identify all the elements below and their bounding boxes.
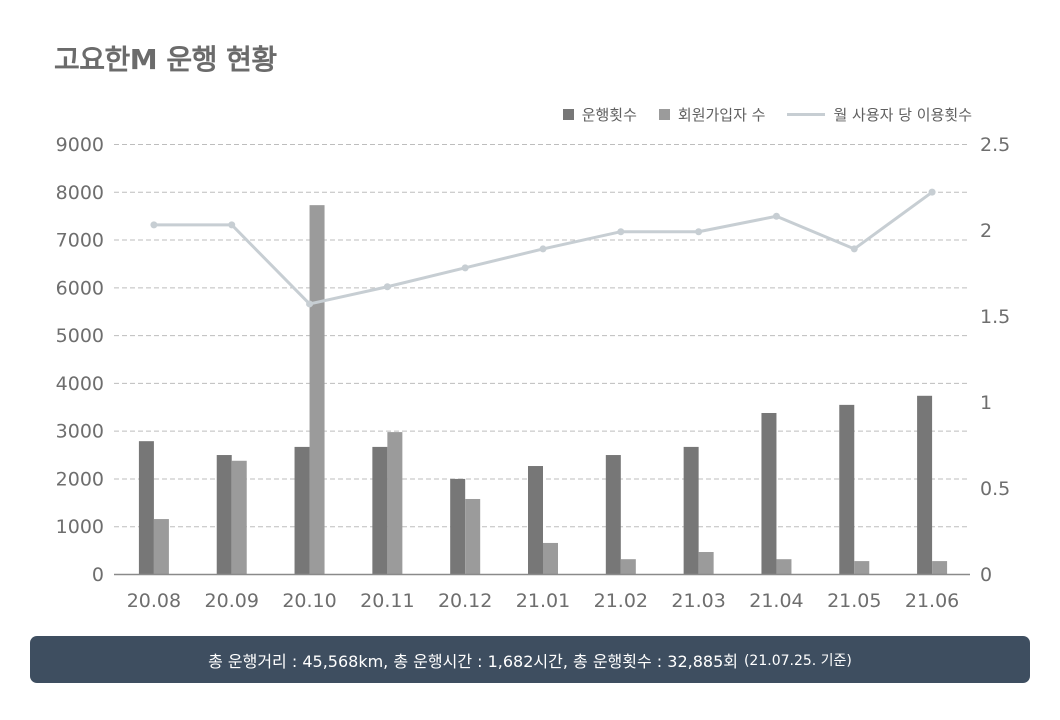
bar-signups	[153, 519, 169, 574]
y-left-tick-label: 7000	[56, 230, 104, 252]
line-series	[150, 188, 936, 308]
y-left-tick-label: 4000	[56, 373, 104, 395]
summary-date-note: (21.07.25. 기준)	[743, 652, 852, 669]
y-right-tick-label: 1.5	[980, 306, 1010, 328]
usage-point	[695, 228, 703, 236]
usage-point	[850, 245, 858, 253]
y-right-tick-label: 2	[980, 220, 992, 242]
x-tick-label: 21.03	[671, 590, 725, 612]
usage-point	[617, 228, 625, 236]
y-left-tick-label: 8000	[56, 182, 104, 204]
x-tick-label: 20.08	[127, 590, 181, 612]
x-axis-labels: 20.08 20.09 20.10 20.11 20.12 21.01 21.02 21.03…	[127, 590, 960, 612]
bar-trips	[372, 446, 388, 574]
bar-signups	[387, 432, 403, 574]
legend-line-usage	[787, 113, 826, 116]
bar-trips	[138, 441, 154, 574]
y-left-tick-label: 5000	[56, 325, 104, 347]
legend-item-signups: 회원가입자 수	[658, 104, 766, 125]
x-tick-label: 21.04	[749, 590, 803, 612]
y-axis-left: 0 1000 2000 3000 4000 5000 6000 7000 8000 9000	[56, 134, 104, 586]
usage-point	[461, 264, 469, 272]
bar-signups	[776, 559, 792, 574]
bar-signups	[854, 561, 870, 574]
y-right-tick-label: 0	[980, 564, 992, 586]
usage-point	[772, 212, 780, 220]
y-right-tick-label: 1	[980, 392, 992, 414]
y-left-tick-label: 1000	[56, 516, 104, 538]
legend-item-trips: 운행횟수	[562, 104, 637, 125]
summary-banner: 총 운행거리 : 45,568km, 총 운행시간 : 1,682시간, 총 운…	[30, 636, 1030, 683]
usage-point	[539, 245, 547, 253]
summary-text: 총 운행거리 : 45,568km, 총 운행시간 : 1,682시간, 총 운…	[208, 651, 738, 671]
legend-label-usage: 월 사용자 당 이용횟수	[833, 106, 972, 124]
usage-point	[928, 188, 936, 196]
bar-signups	[465, 498, 481, 574]
usage-point	[306, 300, 314, 308]
y-right-tick-label: 0.5	[980, 478, 1010, 500]
x-tick-label: 20.10	[282, 590, 336, 612]
y-left-tick-label: 9000	[56, 134, 104, 156]
bar-signups	[932, 561, 948, 574]
legend-label-trips: 운행횟수	[581, 106, 637, 124]
legend-swatch-signups	[658, 109, 670, 120]
bar-signups	[231, 460, 247, 574]
bar-trips	[917, 395, 933, 574]
x-tick-label: 20.12	[438, 590, 492, 612]
y-left-tick-label: 2000	[56, 468, 104, 490]
legend: 운행횟수 회원가입자 수 월 사용자 당 이용횟수	[562, 104, 972, 125]
usage-point	[150, 221, 158, 229]
bar-trips	[294, 446, 310, 574]
y-left-tick-label: 0	[92, 564, 104, 586]
legend-item-usage: 월 사용자 당 이용횟수	[787, 104, 972, 125]
bar-series	[138, 205, 948, 574]
x-tick-label: 21.02	[594, 590, 648, 612]
y-right-tick-label: 2.5	[980, 134, 1010, 156]
bar-trips	[683, 446, 699, 574]
bar-trips	[450, 478, 466, 574]
usage-point	[383, 283, 391, 291]
x-tick-label: 20.09	[205, 590, 259, 612]
bar-trips	[761, 412, 777, 574]
bar-signups	[698, 552, 714, 574]
usage-point	[228, 221, 236, 229]
x-tick-label: 21.05	[827, 590, 881, 612]
bar-signups	[309, 205, 325, 574]
x-tick-label: 21.06	[905, 590, 959, 612]
bar-signups	[620, 559, 636, 574]
bar-trips	[605, 455, 621, 574]
chart-title: 고요한M 운행 현황	[54, 43, 277, 76]
y-left-tick-label: 3000	[56, 421, 104, 443]
x-tick-label: 21.01	[516, 590, 570, 612]
legend-label-signups: 회원가입자 수	[677, 106, 766, 124]
bar-signups	[543, 542, 558, 574]
x-tick-label: 20.11	[360, 590, 414, 612]
y-left-tick-label: 6000	[56, 277, 104, 299]
y-axis-right: 0 0.5 1 1.5 2 2.5	[980, 134, 1010, 586]
legend-swatch-trips	[562, 109, 574, 120]
bar-trips	[839, 404, 855, 574]
bar-trips	[216, 455, 232, 574]
bar-trips	[528, 466, 543, 574]
